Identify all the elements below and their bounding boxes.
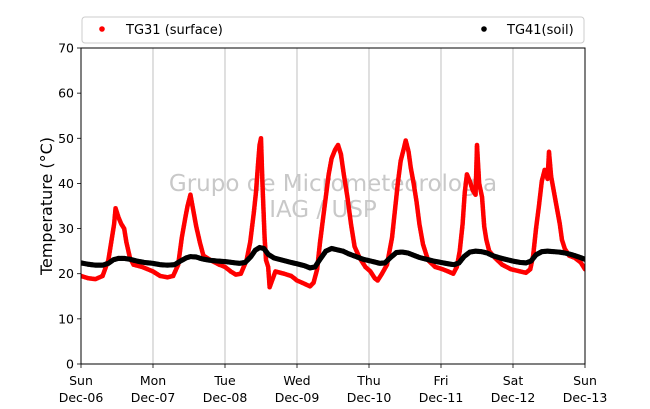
data-point — [582, 256, 585, 262]
x-tick-label-day: Sun — [69, 373, 93, 388]
y-tick-label: 10 — [58, 311, 74, 326]
y-tick-label: 50 — [58, 131, 74, 146]
y-axis: 0 10 20 30 40 50 60 70 — [58, 41, 81, 372]
legend: TG31 (surface) TG41(soil) — [81, 16, 585, 44]
data-point — [582, 266, 585, 272]
x-tick-label-day: Fri — [434, 373, 449, 388]
x-tick-label-date: Dec-13 — [563, 390, 608, 405]
x-tick-label-day: Tue — [213, 373, 236, 388]
watermark: Grupo de Micrometeorologia IAG / USP — [169, 171, 497, 223]
watermark-line-1: Grupo de Micrometeorologia — [169, 171, 497, 197]
legend-box — [81, 16, 585, 44]
x-tick-label-date: Dec-06 — [59, 390, 104, 405]
x-tick-label-date: Dec-12 — [491, 390, 536, 405]
x-tick-label-date: Dec-10 — [347, 390, 392, 405]
grid-lines — [152, 48, 514, 364]
legend-marker-tg31 — [99, 26, 105, 32]
y-tick-label: 40 — [58, 176, 74, 191]
y-tick-label: 30 — [58, 221, 74, 236]
x-tick-label-day: Mon — [140, 373, 166, 388]
x-tick-label-date: Dec-08 — [203, 390, 248, 405]
x-tick-label-day: Sat — [503, 373, 524, 388]
legend-marker-tg41 — [481, 26, 487, 32]
x-axis: Sun Dec-06 Mon Dec-07 Tue Dec-08 Wed Dec-09 Thu D… — [59, 364, 608, 405]
y-tick-label: 0 — [66, 357, 74, 372]
legend-label-tg31: TG31 (surface) — [125, 23, 223, 38]
x-tick-label-day: Thu — [356, 373, 380, 388]
x-tick-label-date: Dec-07 — [131, 390, 176, 405]
y-tick-label: 20 — [58, 266, 74, 281]
series-tg41-soil — [81, 244, 585, 271]
y-tick-label: 60 — [58, 86, 74, 101]
y-tick-label: 70 — [58, 41, 74, 56]
plot-frame — [80, 47, 586, 365]
x-tick-label-date: Dec-11 — [419, 390, 464, 405]
plot-series — [81, 135, 585, 290]
legend-label-tg41: TG41(soil) — [506, 23, 574, 38]
x-tick-label-day: Sun — [573, 373, 597, 388]
y-axis-title: Temperature (°C) — [37, 137, 56, 276]
x-tick-label-date: Dec-09 — [275, 390, 320, 405]
x-tick-label-day: Wed — [283, 373, 310, 388]
